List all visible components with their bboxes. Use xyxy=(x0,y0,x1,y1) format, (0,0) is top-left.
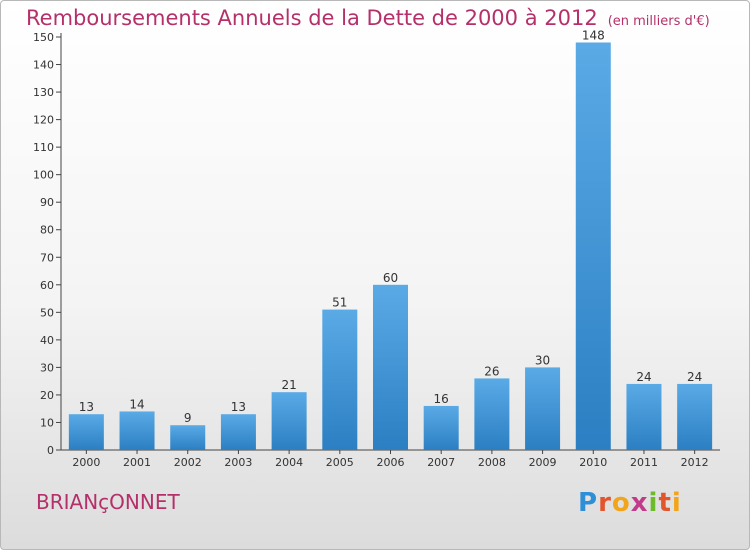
y-tick-label: 120 xyxy=(33,114,54,127)
value-label-2001: 14 xyxy=(129,397,144,411)
value-label-2009: 30 xyxy=(535,353,550,367)
y-tick-label: 110 xyxy=(33,141,54,154)
value-label-2005: 51 xyxy=(332,296,347,310)
x-tick-label-2001: 2001 xyxy=(123,456,151,469)
y-tick-label: 90 xyxy=(40,196,54,209)
value-label-2008: 26 xyxy=(484,364,499,378)
commune-name: BRIANçONNET xyxy=(36,490,180,514)
bar-2000 xyxy=(68,414,104,450)
x-tick-label-2009: 2009 xyxy=(529,456,557,469)
y-tick-label: 30 xyxy=(40,361,54,374)
x-tick-label-2006: 2006 xyxy=(377,456,405,469)
x-tick-label-2012: 2012 xyxy=(681,456,709,469)
y-tick-label: 100 xyxy=(33,169,54,182)
x-tick-label-2007: 2007 xyxy=(427,456,455,469)
y-tick-label: 0 xyxy=(47,444,54,457)
y-axis: 0 10 20 30 40 50 60 70 80 90 100 110 120 130 140 150 xyxy=(33,31,62,457)
proxiti-logo: Proxiti xyxy=(578,488,682,518)
bar-2002 xyxy=(170,425,206,450)
chart-subtitle: (en milliers d'€) xyxy=(607,14,710,29)
y-tick-label: 10 xyxy=(40,416,54,429)
bar-2009 xyxy=(525,367,561,450)
bar-2004 xyxy=(271,392,307,450)
bar-2003 xyxy=(220,414,256,450)
y-tick-label: 130 xyxy=(33,86,54,99)
value-label-2006: 60 xyxy=(383,271,398,285)
bar-2011 xyxy=(626,383,662,450)
bar-2001 xyxy=(119,411,155,450)
bar-2005 xyxy=(322,309,358,450)
value-label-2007: 16 xyxy=(434,392,449,406)
value-label-2010: 148 xyxy=(582,29,605,43)
bar-2012 xyxy=(677,383,713,450)
x-tick-label-2003: 2003 xyxy=(224,456,252,469)
value-labels: 13 14 9 13 21 51 60 16 26 30 148 24 24 xyxy=(79,29,703,426)
x-tick-label-2005: 2005 xyxy=(326,456,354,469)
y-tick-label: 20 xyxy=(40,389,54,402)
y-tick-label: 140 xyxy=(33,59,54,72)
x-tick-label-2011: 2011 xyxy=(630,456,658,469)
chart-title: Remboursements Annuels de la Dette de 20… xyxy=(26,6,710,30)
value-label-2004: 21 xyxy=(281,378,296,392)
x-tick-label-2000: 2000 xyxy=(72,456,100,469)
x-tick-label-2002: 2002 xyxy=(174,456,202,469)
y-tick-label: 50 xyxy=(40,306,54,319)
y-tick-label: 70 xyxy=(40,251,54,264)
x-axis: 2000 2001 2002 2003 2004 2005 2006 2007 2008 2009… xyxy=(61,449,720,469)
value-label-2011: 24 xyxy=(636,370,651,384)
y-tick-label: 60 xyxy=(40,279,54,292)
bar-2006 xyxy=(373,284,408,450)
value-label-2000: 13 xyxy=(79,400,94,414)
chart-title-text: Remboursements Annuels de la Dette de 20… xyxy=(26,6,598,30)
value-label-2002: 9 xyxy=(184,411,192,425)
value-label-2012: 24 xyxy=(687,370,702,384)
x-tick-label-2008: 2008 xyxy=(478,456,506,469)
x-tick-label-2004: 2004 xyxy=(275,456,303,469)
x-tick-label-2010: 2010 xyxy=(579,456,607,469)
bar-2010 xyxy=(575,42,611,451)
y-tick-label: 80 xyxy=(40,224,54,237)
value-label-2003: 13 xyxy=(231,400,246,414)
y-tick-label: 40 xyxy=(40,334,54,347)
bar-2007 xyxy=(423,405,459,450)
bars xyxy=(68,42,713,451)
y-tick-label: 150 xyxy=(33,31,54,44)
bar-2008 xyxy=(474,378,510,450)
